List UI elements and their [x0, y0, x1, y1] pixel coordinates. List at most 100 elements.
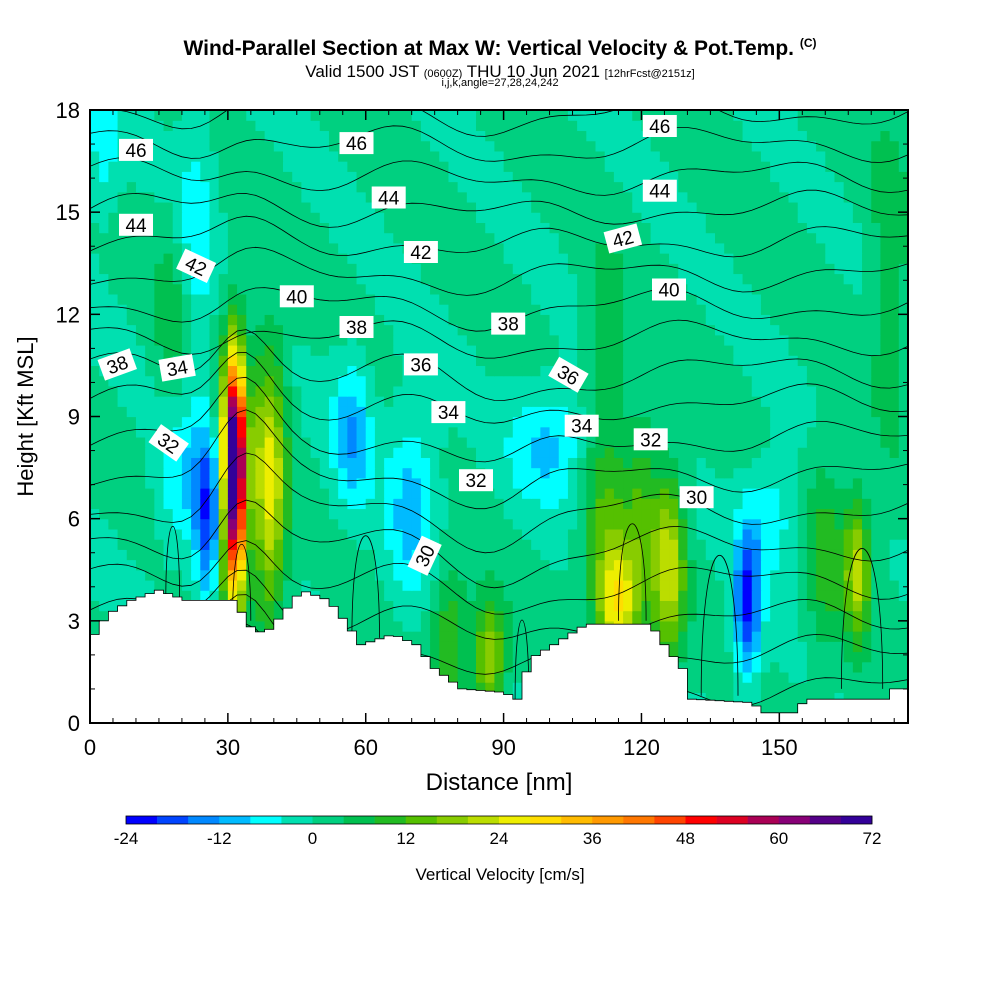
- velocity-cell: [448, 150, 459, 162]
- velocity-cell: [172, 201, 183, 213]
- velocity-cell: [558, 426, 569, 438]
- velocity-cell: [678, 579, 689, 591]
- velocity-cell: [567, 324, 578, 336]
- velocity-cell: [577, 477, 587, 489]
- velocity-cell: [613, 253, 624, 264]
- velocity-cell: [319, 498, 330, 510]
- velocity-cell: [430, 375, 440, 387]
- velocity-cell: [577, 181, 587, 193]
- velocity-cell: [448, 365, 459, 377]
- velocity-cell: [779, 671, 790, 683]
- velocity-cell: [889, 467, 900, 479]
- velocity-cell: [512, 518, 523, 530]
- velocity-cell: [806, 385, 817, 397]
- velocity-cell: [181, 334, 192, 346]
- velocity-cell: [623, 161, 633, 172]
- velocity-cell: [430, 457, 440, 469]
- velocity-cell: [760, 692, 771, 704]
- velocity-cell: [797, 222, 808, 234]
- velocity-cell: [641, 498, 652, 510]
- velocity-cell: [384, 579, 394, 591]
- velocity-cell: [797, 396, 808, 407]
- velocity-cell: [669, 324, 679, 336]
- velocity-cell: [154, 181, 165, 193]
- velocity-cell: [521, 477, 532, 489]
- velocity-cell: [751, 579, 762, 591]
- velocity-cell: [310, 222, 321, 234]
- velocity-cell: [669, 579, 679, 591]
- velocity-cell: [117, 488, 128, 499]
- velocity-cell: [521, 253, 532, 264]
- velocity-cell: [898, 436, 908, 448]
- velocity-cell: [90, 467, 100, 479]
- velocity-cell: [733, 447, 744, 458]
- velocity-cell: [365, 253, 376, 264]
- velocity-cell: [577, 610, 587, 622]
- velocity-cell: [779, 488, 790, 499]
- velocity-cell: [292, 355, 302, 367]
- velocity-cell: [365, 508, 376, 520]
- velocity-cell: [604, 477, 615, 489]
- velocity-cell: [301, 457, 312, 469]
- velocity-cell: [154, 457, 165, 469]
- velocity-cell: [237, 253, 247, 264]
- velocity-cell: [191, 508, 201, 520]
- velocity-cell: [871, 692, 882, 704]
- velocity-cell: [678, 150, 689, 162]
- velocity-cell: [724, 181, 734, 193]
- velocity-cell: [347, 242, 358, 254]
- velocity-cell: [825, 661, 836, 673]
- velocity-cell: [577, 467, 587, 479]
- velocity-cell: [871, 253, 882, 264]
- velocity-cell: [108, 334, 119, 346]
- velocity-cell: [623, 263, 633, 275]
- velocity-cell: [218, 406, 229, 418]
- velocity-cell: [733, 498, 744, 510]
- velocity-cell: [549, 406, 560, 418]
- velocity-cell: [871, 263, 882, 275]
- velocity-cell: [862, 539, 872, 550]
- velocity-cell: [209, 457, 220, 469]
- velocity-cell: [862, 477, 872, 489]
- velocity-cell: [310, 498, 321, 510]
- velocity-cell: [678, 201, 689, 213]
- velocity-cell: [457, 559, 468, 571]
- velocity-cell: [687, 263, 698, 275]
- velocity-cell: [540, 150, 551, 162]
- velocity-cell: [209, 590, 220, 601]
- velocity-cell: [779, 263, 790, 275]
- velocity-cell: [457, 293, 468, 305]
- velocity-cell: [669, 201, 679, 213]
- velocity-cell: [283, 477, 293, 489]
- velocity-cell: [889, 344, 900, 356]
- velocity-cell: [577, 191, 587, 203]
- velocity-cell: [108, 263, 119, 275]
- velocity-cell: [374, 314, 385, 326]
- velocity-cell: [531, 253, 541, 264]
- velocity-cell: [705, 304, 716, 315]
- velocity-cell: [512, 416, 523, 428]
- velocity-cell: [448, 671, 459, 683]
- velocity-cell: [577, 528, 587, 540]
- velocity-cell: [466, 539, 477, 550]
- velocity-cell: [714, 232, 725, 244]
- velocity-cell: [567, 477, 578, 489]
- velocity-cell: [871, 324, 882, 336]
- velocity-cell: [448, 600, 459, 612]
- velocity-cell: [237, 488, 247, 499]
- velocity-cell: [623, 314, 633, 326]
- velocity-cell: [411, 467, 422, 479]
- velocity-cell: [577, 222, 587, 234]
- velocity-cell: [788, 385, 799, 397]
- velocity-cell: [595, 610, 606, 622]
- velocity-cell: [623, 549, 633, 561]
- velocity-cell: [365, 283, 376, 295]
- velocity-cell: [871, 344, 882, 356]
- velocity-cell: [659, 579, 670, 591]
- velocity-cell: [577, 518, 587, 530]
- velocity-cell: [586, 242, 597, 254]
- velocity-cell: [871, 396, 882, 407]
- velocity-cell: [145, 201, 155, 213]
- velocity-cell: [871, 304, 882, 315]
- velocity-cell: [751, 508, 762, 520]
